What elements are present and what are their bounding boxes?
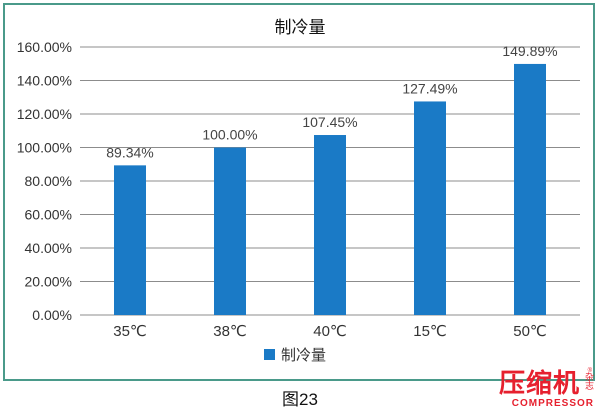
x-tick-label: 35℃ [113, 323, 147, 340]
y-tick-label: 0.00% [32, 307, 72, 323]
y-tick-label: 120.00% [17, 106, 72, 122]
legend: 制冷量 [264, 347, 326, 364]
bar-chart: 制冷量 0.00% 20.00% 40.00% 60.00% 80.00% 100.00%… [17, 18, 580, 364]
x-tick-label: 40℃ [313, 323, 347, 340]
watermark-side-text: 杂志 [584, 372, 594, 390]
watermark-logo: 压缩机 杂志 ® COMPRESSOR [466, 368, 594, 412]
y-tick-label: 80.00% [25, 173, 72, 189]
data-labels: 89.34% 100.00% 107.45% 127.49% 149.89% [106, 43, 557, 160]
chart-frame [3, 3, 595, 381]
legend-label: 制冷量 [281, 347, 326, 364]
x-tick-label: 15℃ [413, 323, 447, 340]
data-label: 127.49% [402, 80, 457, 96]
x-axis-ticks: 35℃ 38℃ 40℃ 15℃ 50℃ [113, 323, 547, 340]
bar [214, 147, 246, 315]
data-label: 149.89% [502, 43, 557, 59]
y-tick-label: 20.00% [25, 274, 72, 290]
legend-swatch [264, 349, 275, 360]
bar [314, 135, 346, 315]
figure-caption: 图23 [282, 390, 318, 409]
bar [114, 165, 146, 315]
y-tick-label: 40.00% [25, 240, 72, 256]
bar [414, 101, 446, 315]
chart-title: 制冷量 [275, 18, 326, 37]
y-tick-label: 140.00% [17, 73, 72, 89]
data-label: 89.34% [106, 144, 153, 160]
watermark-registered-mark: ® [587, 368, 592, 374]
bars [114, 63, 546, 315]
x-tick-label: 50℃ [513, 323, 547, 340]
data-label: 107.45% [302, 114, 357, 130]
watermark-sub-text: COMPRESSOR [511, 398, 594, 409]
bar [514, 63, 546, 315]
watermark-main-text: 压缩机 [498, 369, 580, 399]
y-tick-label: 100.00% [17, 140, 72, 156]
y-axis-ticks: 0.00% 20.00% 40.00% 60.00% 80.00% 100.00% 120.… [17, 39, 72, 323]
x-tick-label: 38℃ [213, 323, 247, 340]
y-tick-label: 160.00% [17, 39, 72, 55]
y-tick-label: 60.00% [25, 207, 72, 223]
data-label: 100.00% [202, 127, 257, 143]
